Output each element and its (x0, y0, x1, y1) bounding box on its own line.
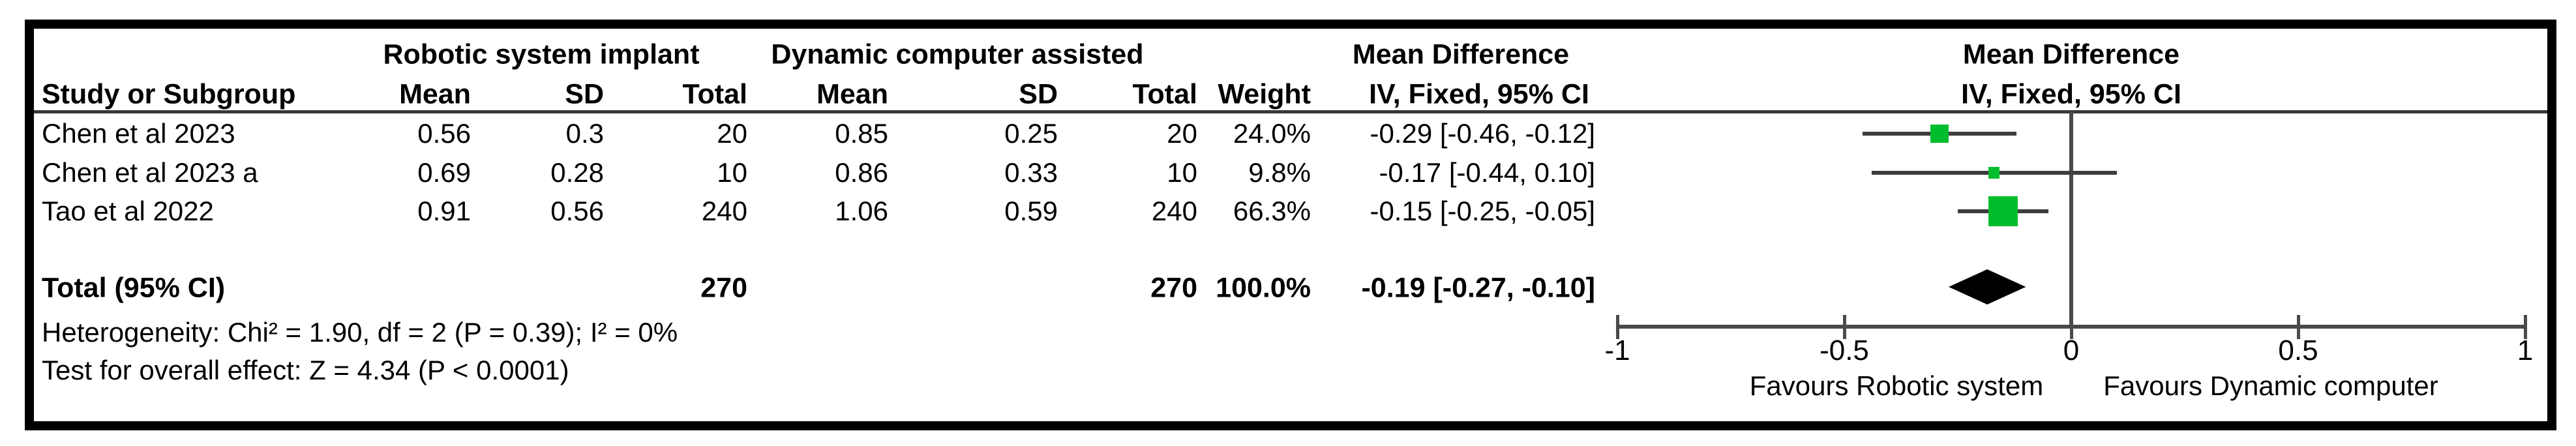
total-label: Total (95% CI) (42, 272, 226, 304)
mean2-value: 1.06 (835, 196, 888, 226)
col-header-mean-1: Mean (399, 78, 471, 110)
col-header-weight: Weight (1218, 78, 1311, 110)
header-separator (34, 110, 2547, 113)
study-name: Tao et al 2022 (42, 196, 214, 226)
total-n-robotic: 270 (700, 272, 747, 304)
total2-value: 10 (1167, 157, 1197, 188)
zero-reference-line (2069, 112, 2073, 329)
total1-value: 240 (701, 196, 747, 226)
col-header-total-2: Total (1132, 78, 1197, 110)
overall-effect-note: Test for overall effect: Z = 4.34 (P < 0… (42, 355, 569, 385)
study-weight-marker (1988, 167, 2000, 179)
sd2-value: 0.25 (1004, 118, 1058, 149)
total2-value: 240 (1151, 196, 1197, 226)
col-header-mean-2: Mean (816, 78, 888, 110)
favours-right-label: Favours Dynamic computer (2103, 370, 2438, 401)
x-axis-tick-label: -1 (1604, 334, 1630, 366)
col-header-total-1: Total (682, 78, 747, 110)
x-axis-tick-label: 1 (2517, 334, 2534, 366)
x-axis-tick-label: -0.5 (1820, 334, 1869, 366)
mean1-value: 0.56 (417, 118, 471, 149)
mean2-value: 0.86 (835, 157, 888, 188)
total-weight: 100.0% (1216, 272, 1311, 304)
sd1-value: 0.56 (550, 196, 604, 226)
col-header-sd-1: SD (565, 78, 604, 110)
col-header-method-ci-right: IV, Fixed, 95% CI (1961, 78, 2181, 110)
total1-value: 20 (717, 118, 747, 149)
x-axis-tick (1616, 315, 1619, 339)
sd1-value: 0.28 (550, 157, 604, 188)
weight-value: 24.0% (1233, 118, 1311, 149)
figure-frame (25, 20, 2556, 430)
group-header-robotic: Robotic system implant (383, 38, 700, 70)
study-weight-marker (1930, 125, 1949, 143)
effect-header-left: Mean Difference (1352, 38, 1570, 70)
x-axis-tick (1843, 315, 1846, 339)
mean1-value: 0.69 (417, 157, 471, 188)
total-ci-text: -0.19 [-0.27, -0.10] (1361, 272, 1595, 304)
sd2-value: 0.59 (1004, 196, 1058, 226)
mean1-value: 0.91 (417, 196, 471, 226)
sd2-value: 0.33 (1004, 157, 1058, 188)
total2-value: 20 (1167, 118, 1197, 149)
x-axis-tick-label: 0 (2063, 334, 2080, 366)
ci-text: -0.29 [-0.46, -0.12] (1370, 118, 1595, 149)
effect-header-right: Mean Difference (1962, 38, 2180, 70)
weight-value: 9.8% (1248, 157, 1311, 188)
col-header-sd-2: SD (1019, 78, 1058, 110)
heterogeneity-note: Heterogeneity: Chi² = 1.90, df = 2 (P = … (42, 317, 678, 348)
ci-text: -0.17 [-0.44, 0.10] (1379, 157, 1595, 188)
study-weight-marker (1988, 196, 2018, 226)
x-axis-tick (2070, 315, 2073, 339)
group-header-dynamic: Dynamic computer assisted (771, 38, 1144, 70)
total-n-dynamic: 270 (1150, 272, 1197, 304)
x-axis-tick (2524, 315, 2527, 339)
weight-value: 66.3% (1233, 196, 1311, 226)
sd1-value: 0.3 (565, 118, 604, 149)
col-header-method-ci-left: IV, Fixed, 95% CI (1369, 78, 1589, 110)
favours-left-label: Favours Robotic system (1749, 370, 2044, 401)
x-axis-tick (2297, 315, 2300, 339)
x-axis-tick-label: 0.5 (2278, 334, 2318, 366)
col-header-study: Study or Subgroup (42, 78, 296, 110)
mean2-value: 0.85 (835, 118, 888, 149)
study-name: Chen et al 2023 (42, 118, 235, 149)
ci-text: -0.15 [-0.25, -0.05] (1370, 196, 1595, 226)
study-name: Chen et al 2023 a (42, 157, 258, 188)
total1-value: 10 (717, 157, 747, 188)
